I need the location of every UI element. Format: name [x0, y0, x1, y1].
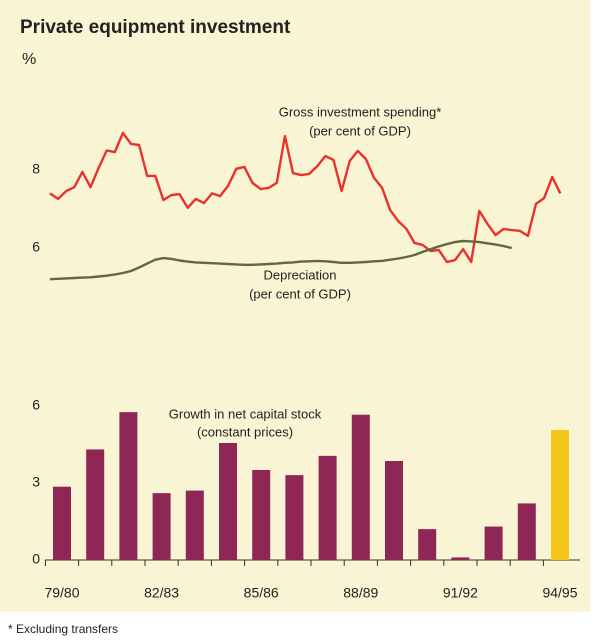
x-tick-label: 85/86: [244, 585, 279, 601]
bar: [252, 470, 271, 560]
unit-label: %: [22, 51, 36, 68]
y-tick-label: 0: [32, 551, 40, 567]
y-tick-label: 6: [32, 239, 40, 255]
bar: [517, 503, 536, 560]
series-sublabel: (per cent of GDP): [309, 123, 411, 138]
bar: [385, 461, 403, 560]
x-tick-label: 94/95: [542, 585, 577, 601]
footnote: * Excluding transfers: [8, 622, 118, 636]
bar: [219, 443, 237, 560]
bar: [53, 486, 71, 560]
chart-annotation: Growth in net capital stock: [169, 406, 322, 421]
bar: [152, 493, 171, 560]
line-series: [49, 239, 512, 281]
x-tick-label: 82/83: [144, 585, 179, 601]
series-label: Gross investment spending*: [279, 104, 442, 119]
series-label: Depreciation: [264, 267, 337, 282]
bar: [86, 449, 105, 560]
bar: [185, 490, 204, 560]
y-tick-label: 6: [32, 396, 40, 412]
line-series: [49, 131, 562, 264]
y-tick-label: 8: [32, 161, 40, 177]
bar: [418, 529, 437, 560]
bar: [451, 557, 470, 560]
bar: [484, 526, 503, 560]
bar: [551, 430, 569, 560]
chart-annotation: (constant prices): [197, 424, 293, 439]
series-sublabel: (per cent of GDP): [249, 286, 351, 301]
bar: [351, 414, 370, 560]
bar: [119, 412, 138, 560]
bar: [285, 475, 304, 560]
x-tick-label: 88/89: [343, 585, 378, 601]
x-tick-label: 91/92: [443, 585, 478, 601]
x-tick-label: 79/80: [44, 585, 79, 601]
bar: [318, 455, 337, 560]
chart-title: Private equipment investment: [20, 17, 291, 38]
y-tick-label: 3: [32, 474, 40, 490]
